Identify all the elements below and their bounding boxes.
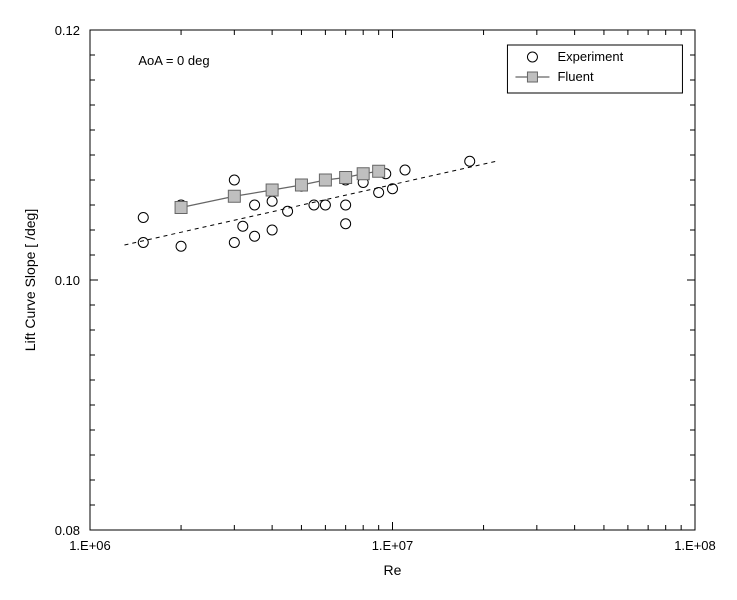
experiment-marker [465, 156, 475, 166]
legend-label-fluent: Fluent [557, 69, 594, 84]
y-axis-label: Lift Curve Slope [ /deg] [22, 209, 38, 351]
fluent-marker [175, 202, 187, 214]
legend-marker-fluent [527, 72, 537, 82]
y-tick-label: 0.12 [55, 23, 80, 38]
y-tick-label: 0.08 [55, 523, 80, 538]
experiment-marker [320, 200, 330, 210]
fluent-marker [228, 190, 240, 202]
fluent-marker [295, 179, 307, 191]
x-tick-label: 1.E+06 [69, 538, 111, 553]
legend-label-experiment: Experiment [557, 49, 623, 64]
annotation-text: AoA = 0 deg [138, 53, 209, 68]
legend-marker-experiment [527, 52, 537, 62]
fluent-marker [357, 168, 369, 180]
fluent-marker [266, 184, 278, 196]
experiment-marker [309, 200, 319, 210]
experiment-marker [138, 238, 148, 248]
fluent-marker [373, 165, 385, 177]
chart-container: 1.E+06 1.E+07 1.E+08 Re 0.08 0.10 0.12 Lift Cur… [0, 0, 737, 600]
fluent-marker [319, 174, 331, 186]
plot-area [90, 30, 695, 530]
experiment-marker [400, 165, 410, 175]
chart-svg: 1.E+06 1.E+07 1.E+08 Re 0.08 0.10 0.12 Lift Cur… [0, 0, 737, 600]
experiment-marker [229, 175, 239, 185]
experiment-marker [388, 184, 398, 194]
experiment-marker [250, 231, 260, 241]
experiment-marker [267, 196, 277, 206]
y-tick-label: 0.10 [55, 273, 80, 288]
x-tick-label: 1.E+07 [372, 538, 414, 553]
x-tick-label: 1.E+08 [674, 538, 716, 553]
experiment-marker [341, 219, 351, 229]
fluent-marker [340, 172, 352, 184]
experiment-marker [229, 238, 239, 248]
experiment-marker [250, 200, 260, 210]
experiment-marker [176, 241, 186, 251]
x-axis-label: Re [384, 562, 402, 578]
experiment-marker [341, 200, 351, 210]
experiment-marker [238, 221, 248, 231]
experiment-marker [267, 225, 277, 235]
experiment-marker [138, 213, 148, 223]
